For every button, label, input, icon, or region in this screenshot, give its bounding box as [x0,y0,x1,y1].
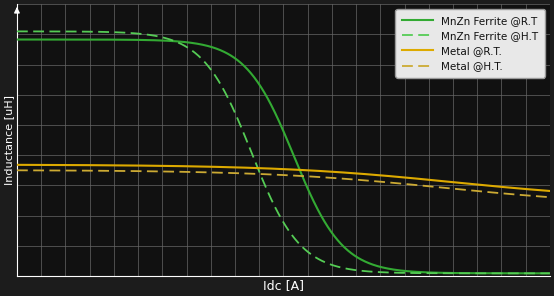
X-axis label: Idc [A]: Idc [A] [263,279,304,292]
Y-axis label: Inductance [uH]: Inductance [uH] [4,95,14,185]
Legend: MnZn Ferrite @R.T, MnZn Ferrite @H.T, Metal @R.T., Metal @H.T.: MnZn Ferrite @R.T, MnZn Ferrite @H.T, Me… [396,9,545,78]
